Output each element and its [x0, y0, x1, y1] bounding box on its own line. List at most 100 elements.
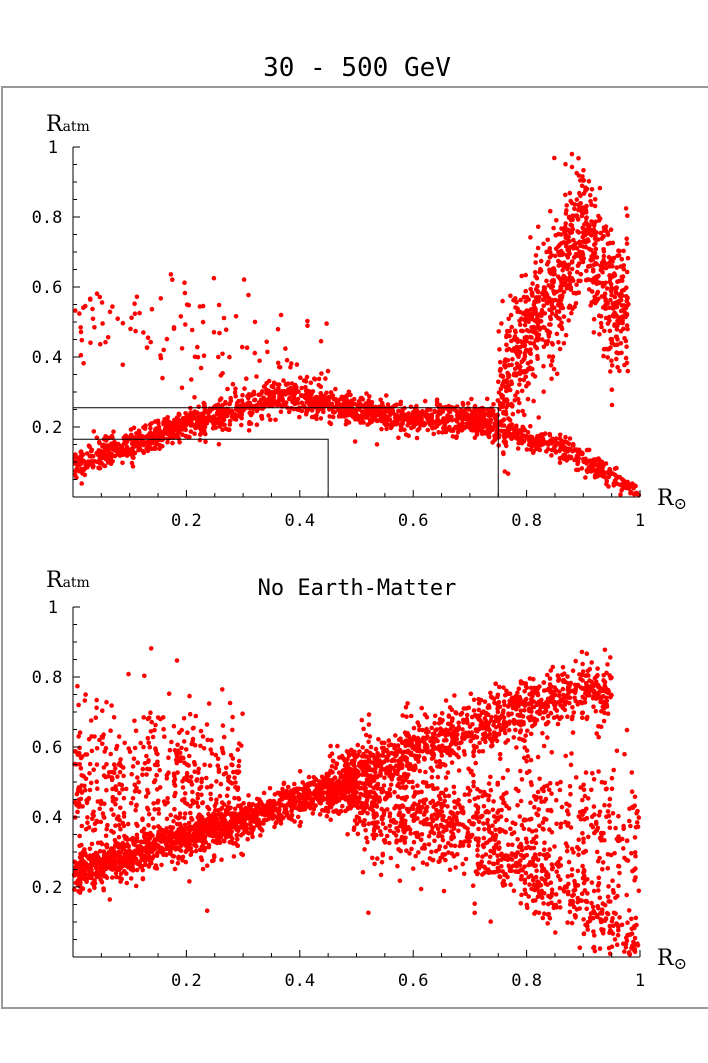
- panel-2-point: [471, 735, 476, 741]
- panel-1-point: [556, 309, 562, 314]
- panel-1-point: [584, 203, 589, 209]
- panel-2-point: [114, 874, 119, 880]
- panel-1-point: [273, 389, 279, 395]
- panel-1-point: [552, 253, 558, 259]
- panel-1-point: [515, 389, 520, 395]
- panel-1-point: [275, 399, 281, 404]
- panel-2-point: [330, 777, 336, 782]
- panel-1-point: [490, 440, 495, 445]
- panel-2-point: [216, 834, 222, 840]
- panel-1-point: [458, 409, 464, 414]
- panel-1-point: [108, 455, 114, 461]
- panel-1-point: [360, 419, 366, 424]
- panel-1-point: [614, 356, 619, 362]
- panel-1-point: [619, 488, 624, 493]
- panel-1-point: [608, 258, 613, 264]
- panel-1-point: [453, 417, 459, 423]
- panel-2-point: [504, 688, 509, 694]
- panel-1-point: [554, 371, 560, 377]
- panel-2-point: [328, 743, 333, 749]
- panel-1-point: [507, 333, 512, 339]
- panel-2-point: [580, 661, 585, 667]
- panel-1-point: [177, 440, 182, 445]
- panel-1-point: [361, 403, 367, 409]
- panel-1-point: [157, 446, 162, 452]
- figure-title: 30 - 500 GeV: [263, 53, 451, 83]
- panel-1-point: [533, 260, 538, 265]
- panel-1-point: [564, 241, 569, 247]
- panel-1-point: [308, 380, 314, 386]
- panel-1-point: [517, 400, 522, 406]
- panel-2-point: [298, 819, 304, 825]
- panel-1-point: [496, 329, 502, 334]
- panel-1-point: [347, 410, 353, 416]
- panel-1-point: [618, 492, 623, 497]
- panel-2-point: [240, 823, 245, 829]
- panel-1-point: [523, 272, 528, 278]
- panel-1-point: [513, 305, 518, 310]
- panel-1-point: [573, 456, 579, 462]
- panel-1-point: [566, 248, 572, 254]
- panel-1-point: [501, 450, 506, 455]
- panel-1-point: [396, 435, 401, 441]
- panel-1-point: [557, 316, 562, 322]
- panel-1-point: [523, 316, 529, 321]
- panel-1-point: [529, 434, 535, 440]
- panel-1-point: [378, 397, 384, 403]
- panel-2-point: [453, 742, 459, 747]
- panel-1-point: [79, 460, 84, 465]
- panel-2-point: [125, 862, 131, 868]
- panel-1-point: [254, 403, 260, 408]
- panel-2-point: [81, 867, 87, 873]
- panel-1-point: [148, 425, 153, 431]
- panel-1-point: [297, 414, 302, 420]
- panel-1-point: [293, 399, 299, 404]
- panel-1-point: [409, 425, 414, 431]
- panel-1-point: [569, 266, 575, 272]
- panel-2-point: [289, 817, 295, 822]
- panel-2-point: [282, 806, 288, 812]
- panel-1-point: [527, 350, 532, 356]
- panel-1-point: [560, 443, 566, 449]
- panel-1-point: [509, 422, 515, 427]
- panel-1-point: [467, 421, 473, 426]
- panel-1-point: [233, 386, 238, 392]
- panel-1-point: [525, 366, 531, 372]
- panel-1-point: [152, 428, 158, 434]
- panel-1-point: [233, 314, 239, 319]
- panel-1-point: [501, 401, 506, 407]
- panel-1-point: [398, 399, 404, 405]
- panel-1-point: [90, 316, 96, 322]
- panel-1-point: [288, 365, 293, 370]
- panel-2-point: [518, 728, 524, 733]
- panel-1-point: [576, 156, 581, 161]
- panel-1-point: [148, 439, 154, 444]
- panel-1-point: [314, 412, 319, 418]
- panel-2-point: [244, 822, 249, 828]
- panel-1-point: [132, 311, 138, 317]
- panel-2-point: [359, 717, 365, 723]
- panel-2-point: [315, 795, 320, 801]
- panel-2-point: [417, 727, 422, 733]
- panel-1-point: [616, 292, 622, 297]
- panel-1-point: [629, 490, 634, 496]
- panel-1-point: [105, 335, 111, 340]
- panel-1-point: [216, 442, 222, 447]
- panel-1-point: [79, 452, 84, 458]
- panel-1-point: [87, 453, 93, 459]
- panel-1-point: [536, 415, 541, 420]
- panel-1-point: [592, 236, 598, 241]
- panel-1-point: [119, 445, 125, 451]
- panel-1-point: [619, 256, 625, 262]
- panel-1-point: [512, 398, 518, 403]
- panel-1-point: [553, 443, 558, 448]
- panel-1-point: [575, 216, 581, 221]
- panel-1-point: [205, 417, 210, 423]
- panel-2-point: [393, 733, 398, 738]
- panel-1-point: [106, 452, 111, 457]
- panel-1-point: [375, 411, 380, 417]
- panel-1-point: [111, 429, 116, 435]
- panel-2-point: [447, 705, 453, 710]
- panel-1-x-tick-label: 0.8: [511, 511, 542, 531]
- panel-2-point: [257, 801, 263, 807]
